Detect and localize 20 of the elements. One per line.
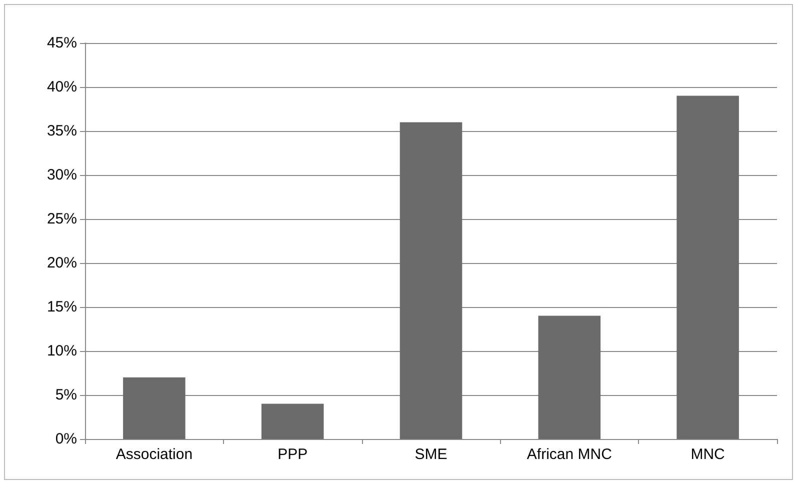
- y-tick-label: 20%: [46, 254, 77, 272]
- y-tick-label: 15%: [46, 298, 77, 316]
- bar: [676, 96, 739, 439]
- bar: [123, 377, 186, 439]
- x-tick-label: African MNC: [526, 446, 612, 463]
- y-tick-label: 35%: [46, 122, 77, 140]
- y-tick-label: 0%: [55, 430, 77, 448]
- bar: [400, 122, 462, 439]
- y-tick-label: 45%: [46, 34, 77, 52]
- x-tick-label: MNC: [690, 446, 726, 463]
- x-tick-label: PPP: [278, 446, 308, 463]
- y-tick-label: 10%: [46, 342, 77, 360]
- y-tick-label: 30%: [46, 166, 77, 184]
- y-tick-label: 40%: [46, 78, 77, 96]
- x-tick-label: SME: [414, 446, 448, 463]
- bar: [261, 404, 324, 439]
- x-tick-label: Association: [116, 446, 193, 463]
- y-tick-label: 5%: [55, 386, 77, 404]
- y-tick-label: 25%: [46, 210, 77, 228]
- bar: [538, 316, 601, 439]
